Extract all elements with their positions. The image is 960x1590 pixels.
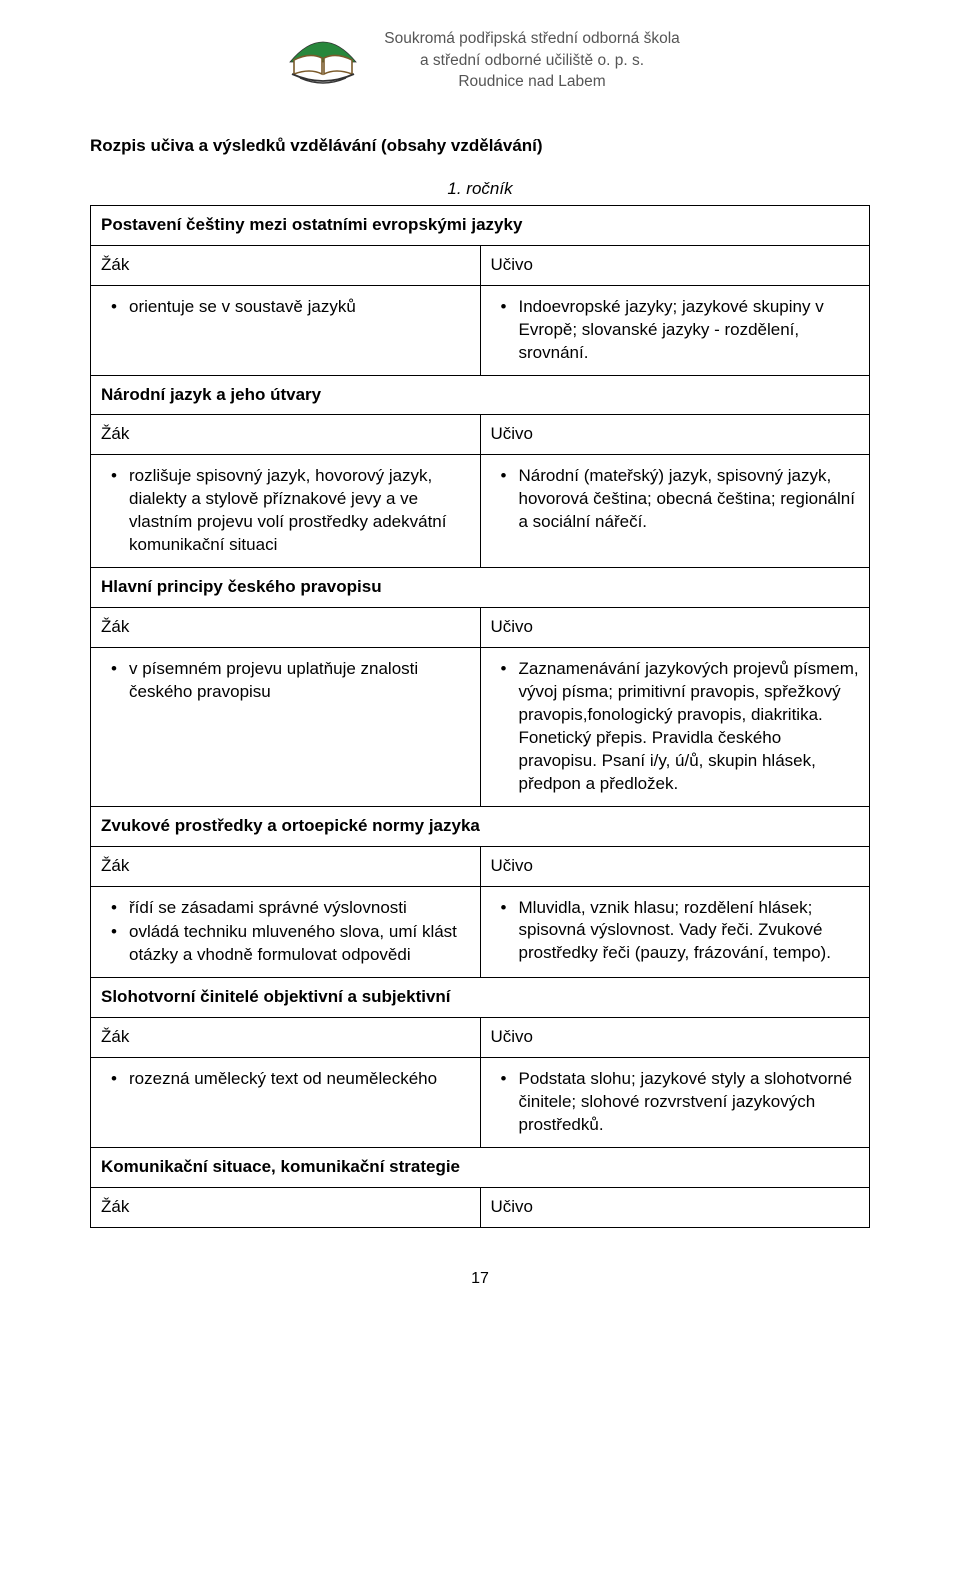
column-head-row: ŽákUčivo (91, 608, 870, 648)
logo-book-left (294, 55, 322, 74)
section-title-row: Slohotvorní činitelé objektivní a subjek… (91, 978, 870, 1018)
section-title: Postavení češtiny mezi ostatními evropsk… (91, 205, 870, 245)
bullet-list: rozezná umělecký text od neuměleckého (101, 1068, 470, 1091)
column-head-row: ŽákUčivo (91, 245, 870, 285)
page-number: 17 (90, 1268, 870, 1290)
zak-cell: v písemném projevu uplatňuje znalosti če… (91, 648, 481, 807)
logo-book-right (324, 55, 352, 74)
school-line-2: a střední odborné učiliště o. p. s. (384, 50, 680, 72)
zak-column-head: Žák (91, 415, 481, 455)
content-row: rozezná umělecký text od neuměleckého Pod… (91, 1058, 870, 1148)
school-logo (280, 28, 366, 95)
curriculum-table: Postavení češtiny mezi ostatními evropsk… (90, 205, 870, 1228)
zak-cell: rozezná umělecký text od neuměleckého (91, 1058, 481, 1148)
section-title: Komunikační situace, komunikační strateg… (91, 1148, 870, 1188)
section-title-row: Hlavní principy českého pravopisu (91, 568, 870, 608)
column-head-row: ŽákUčivo (91, 1187, 870, 1227)
zak-column-head: Žák (91, 1018, 481, 1058)
section-title-row: Zvukové prostředky a ortoepické normy ja… (91, 806, 870, 846)
ucivo-column-head: Učivo (480, 1018, 870, 1058)
bullet-list: Indoevropské jazyky; jazykové skupiny v … (491, 296, 860, 365)
bullet-list: řídí se zásadami správné výslovnostiovlá… (101, 897, 470, 968)
section-title-row: Národní jazyk a jeho útvary (91, 375, 870, 415)
school-line-3: Roudnice nad Labem (384, 71, 680, 93)
year-heading: 1. ročník (90, 178, 870, 201)
zak-column-head: Žák (91, 608, 481, 648)
main-heading: Rozpis učiva a výsledků vzdělávání (obsa… (90, 135, 870, 158)
page-header: Soukromá podřipská střední odborná škola… (90, 28, 870, 95)
zak-cell: řídí se zásadami správné výslovnostiovlá… (91, 886, 481, 978)
list-item: v písemném projevu uplatňuje znalosti če… (129, 658, 470, 704)
list-item: Národní (mateřský) jazyk, spisovný jazyk… (519, 465, 860, 534)
section-title: Slohotvorní činitelé objektivní a subjek… (91, 978, 870, 1018)
bullet-list: Podstata slohu; jazykové styly a slohotv… (491, 1068, 860, 1137)
zak-column-head: Žák (91, 245, 481, 285)
zak-column-head: Žák (91, 1187, 481, 1227)
list-item: Indoevropské jazyky; jazykové skupiny v … (519, 296, 860, 365)
section-title: Hlavní principy českého pravopisu (91, 568, 870, 608)
list-item: Mluvidla, vznik hlasu; rozdělení hlásek;… (519, 897, 860, 966)
ucivo-column-head: Učivo (480, 1187, 870, 1227)
content-row: řídí se zásadami správné výslovnostiovlá… (91, 886, 870, 978)
logo-svg (280, 28, 366, 88)
bullet-list: orientuje se v soustavě jazyků (101, 296, 470, 319)
content-row: rozlišuje spisovný jazyk, hovorový jazyk… (91, 455, 870, 568)
ucivo-column-head: Učivo (480, 846, 870, 886)
bullet-list: Zaznamenávání jazykových projevů písmem,… (491, 658, 860, 796)
column-head-row: ŽákUčivo (91, 415, 870, 455)
logo-base-arc (292, 74, 354, 81)
section-title: Zvukové prostředky a ortoepické normy ja… (91, 806, 870, 846)
section-title-row: Komunikační situace, komunikační strateg… (91, 1148, 870, 1188)
list-item: Podstata slohu; jazykové styly a slohotv… (519, 1068, 860, 1137)
page: Soukromá podřipská střední odborná škola… (0, 0, 960, 1329)
bullet-list: Mluvidla, vznik hlasu; rozdělení hlásek;… (491, 897, 860, 966)
school-line-1: Soukromá podřipská střední odborná škola (384, 28, 680, 50)
ucivo-cell: Indoevropské jazyky; jazykové skupiny v … (480, 285, 870, 375)
content-row: v písemném projevu uplatňuje znalosti če… (91, 648, 870, 807)
zak-column-head: Žák (91, 846, 481, 886)
bullet-list: rozlišuje spisovný jazyk, hovorový jazyk… (101, 465, 470, 557)
ucivo-cell: Podstata slohu; jazykové styly a slohotv… (480, 1058, 870, 1148)
zak-cell: orientuje se v soustavě jazyků (91, 285, 481, 375)
content-row: orientuje se v soustavě jazyků Indoevrops… (91, 285, 870, 375)
bullet-list: v písemném projevu uplatňuje znalosti če… (101, 658, 470, 704)
list-item: ovládá techniku mluveného slova, umí klá… (129, 921, 470, 967)
zak-cell: rozlišuje spisovný jazyk, hovorový jazyk… (91, 455, 481, 568)
ucivo-cell: Národní (mateřský) jazyk, spisovný jazyk… (480, 455, 870, 568)
list-item: Zaznamenávání jazykových projevů písmem,… (519, 658, 860, 796)
ucivo-column-head: Učivo (480, 245, 870, 285)
list-item: řídí se zásadami správné výslovnosti (129, 897, 470, 920)
ucivo-cell: Mluvidla, vznik hlasu; rozdělení hlásek;… (480, 886, 870, 978)
list-item: rozezná umělecký text od neuměleckého (129, 1068, 470, 1091)
list-item: rozlišuje spisovný jazyk, hovorový jazyk… (129, 465, 470, 557)
ucivo-column-head: Učivo (480, 415, 870, 455)
bullet-list: Národní (mateřský) jazyk, spisovný jazyk… (491, 465, 860, 534)
ucivo-cell: Zaznamenávání jazykových projevů písmem,… (480, 648, 870, 807)
list-item: orientuje se v soustavě jazyků (129, 296, 470, 319)
section-title-row: Postavení češtiny mezi ostatními evropsk… (91, 205, 870, 245)
column-head-row: ŽákUčivo (91, 1018, 870, 1058)
school-name: Soukromá podřipská střední odborná škola… (384, 28, 680, 93)
column-head-row: ŽákUčivo (91, 846, 870, 886)
section-title: Národní jazyk a jeho útvary (91, 375, 870, 415)
ucivo-column-head: Učivo (480, 608, 870, 648)
